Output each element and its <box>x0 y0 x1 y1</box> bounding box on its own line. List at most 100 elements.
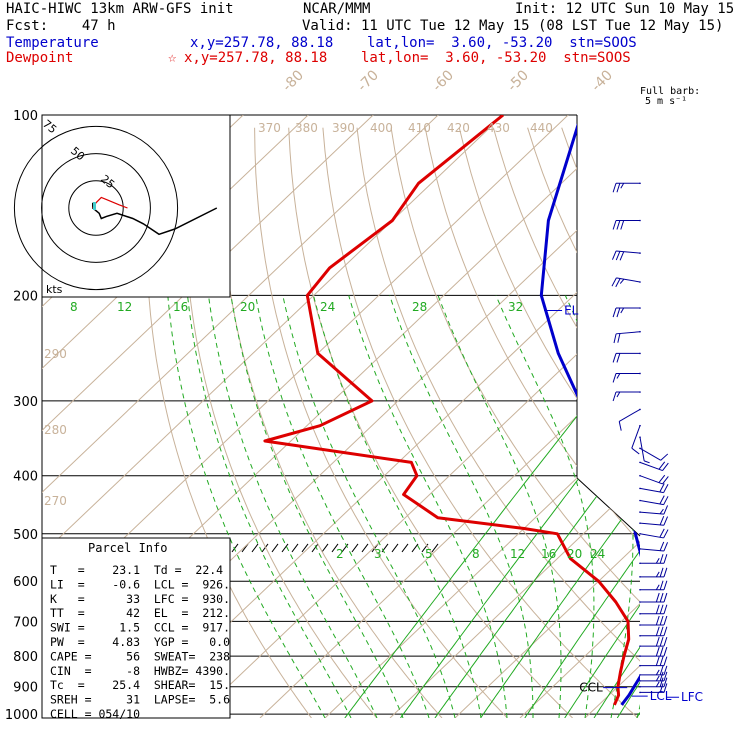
wind-barb <box>639 665 668 676</box>
dry-adiabat-line <box>561 127 640 718</box>
wind-barb <box>612 219 641 230</box>
parcel-info-row: Tc = 25.4 SHEAR= 15. <box>50 678 230 692</box>
moist-adiabat-line <box>495 295 595 718</box>
hatch-mark <box>291 543 299 553</box>
moist-adiabat-line <box>564 295 634 718</box>
dry-adiabats <box>145 127 740 718</box>
isotherm-line <box>715 115 740 718</box>
wind-barb <box>613 330 641 344</box>
dewpoint-info: x,y=257.78, 88.18 lat,lon= 3.60, -53.20 … <box>184 50 631 66</box>
wind-barb <box>639 567 668 578</box>
isotherm-line <box>650 115 740 718</box>
moist-adiabat-line <box>663 295 736 718</box>
dewpoint-legend: Dewpoint <box>6 50 74 66</box>
wind-barb <box>612 391 641 402</box>
isotherm-label: -50 <box>505 67 532 94</box>
dry-adiabat-line <box>732 128 740 718</box>
model-title: HAIC-HIWC 13km ARW-GFS init <box>6 1 234 17</box>
wind-barbs <box>611 182 669 694</box>
mixing-ratio-line <box>564 301 640 718</box>
moist-adiabat-line <box>208 295 378 718</box>
parcel-info-row: TT = 42 EL = 212. <box>50 606 230 620</box>
marker-label-ccl: CCL <box>579 681 603 695</box>
isotherm-line <box>454 115 640 718</box>
hodograph-unit-label: kts <box>46 283 63 296</box>
org-label: NCAR/MMM <box>303 1 371 17</box>
mixing-ratio-label-top: 24 <box>320 300 335 314</box>
parcel-info-row: SREH = 31 LAPSE= 5.6 <box>50 693 230 707</box>
marker-label-el: EL <box>564 304 579 318</box>
wind-barb <box>639 592 668 603</box>
hatch-mark <box>331 543 339 553</box>
moist-adiabat-line <box>167 295 326 718</box>
parcel-info-row: LI = -0.6 LCL = 926. <box>50 577 230 591</box>
parcel-info-row: CELL = 054/10 <box>50 707 140 721</box>
pressure-tick-label: 400 <box>13 470 38 485</box>
hodograph-frame <box>41 114 231 298</box>
isotherm-line <box>194 115 640 718</box>
parcel-info-row: K = 33 LFC = 930. <box>50 592 230 606</box>
mixing-ratio-label-bottom: 24 <box>590 547 605 561</box>
dry-adiabat-line <box>527 127 640 718</box>
pressure-tick-label: 300 <box>13 395 38 410</box>
theta-label: 390 <box>332 121 355 135</box>
marker-label-lfc: LFC <box>681 690 703 704</box>
theta-label: 420 <box>447 121 470 135</box>
hatch-mark <box>301 543 309 553</box>
pressure-tick-label: 800 <box>13 650 38 665</box>
hodograph-ring <box>41 153 151 263</box>
dry-adiabat-line <box>219 127 443 718</box>
theta-label: 400 <box>370 121 393 135</box>
hatch-mark <box>311 543 319 553</box>
dry-adiabat-line <box>664 128 740 718</box>
isotherm-label: -70 <box>355 67 382 94</box>
valid-time: Valid: 11 UTC Tue 12 May 15 (08 LST Tue … <box>302 18 724 34</box>
theta-label: 410 <box>408 121 431 135</box>
isotherm-label: -40 <box>589 67 616 94</box>
theta-label: 270 <box>44 494 67 508</box>
mixing-ratio-label-bottom: 5 <box>425 547 433 561</box>
isotherm-line <box>129 115 640 718</box>
moist-adiabat-line <box>389 295 534 718</box>
hatch-mark <box>321 543 329 553</box>
temperature-line <box>539 115 640 706</box>
dry-adiabat-line <box>183 127 378 718</box>
wind-barb <box>611 250 641 261</box>
dry-adiabat-line <box>424 127 640 718</box>
dry-adiabat-line <box>698 128 740 718</box>
mixing-ratio-label-top: 20 <box>240 300 255 314</box>
parcel-info-frame <box>41 537 231 719</box>
pressure-tick-label: 1000 <box>5 708 38 723</box>
hatch-mark <box>281 543 289 553</box>
wind-barb <box>639 515 669 526</box>
forecast-hour: Fcst: 47 h <box>6 18 116 34</box>
parcel-info-row: PW = 4.83 YGP = 0.0 <box>50 635 230 649</box>
wind-barb <box>639 483 669 494</box>
pressure-tick-label: 500 <box>13 528 38 543</box>
hatch-mark <box>391 543 399 553</box>
mixing-ratio-line <box>434 301 640 718</box>
moist-adiabat-line <box>187 295 352 718</box>
isotherm-line <box>389 115 640 718</box>
wind-barb <box>639 436 650 464</box>
pressure-tick-label: 600 <box>13 575 38 590</box>
temperature-info: x,y=257.78, 88.18 lat,lon= 3.60, -53.20 … <box>190 35 637 51</box>
wind-barb <box>639 495 669 506</box>
isotherm-line <box>42 115 439 718</box>
hatch-mark <box>271 543 279 553</box>
moist-adiabat-line <box>282 295 456 718</box>
isotherm-line <box>42 115 374 718</box>
dry-adiabat-line <box>492 127 640 718</box>
wind-barb <box>639 505 669 515</box>
moist-adiabat-line <box>715 295 740 718</box>
moist-adiabat-line <box>230 295 404 718</box>
dry-adiabat-line <box>322 127 639 718</box>
parcel-info-box: Parcel Info T = 23.1 Td = 22.4LI = -0.6 L… <box>41 537 231 721</box>
temperature-legend: Temperature <box>6 35 99 51</box>
hatch-mark <box>401 543 409 553</box>
theta-label: 440 <box>530 121 553 135</box>
wind-barb <box>639 646 668 657</box>
hodograph-storm-marker <box>93 202 96 210</box>
mixing-ratio-label-top: 16 <box>173 300 188 314</box>
mixing-ratio-label-bottom: 8 <box>472 547 480 561</box>
